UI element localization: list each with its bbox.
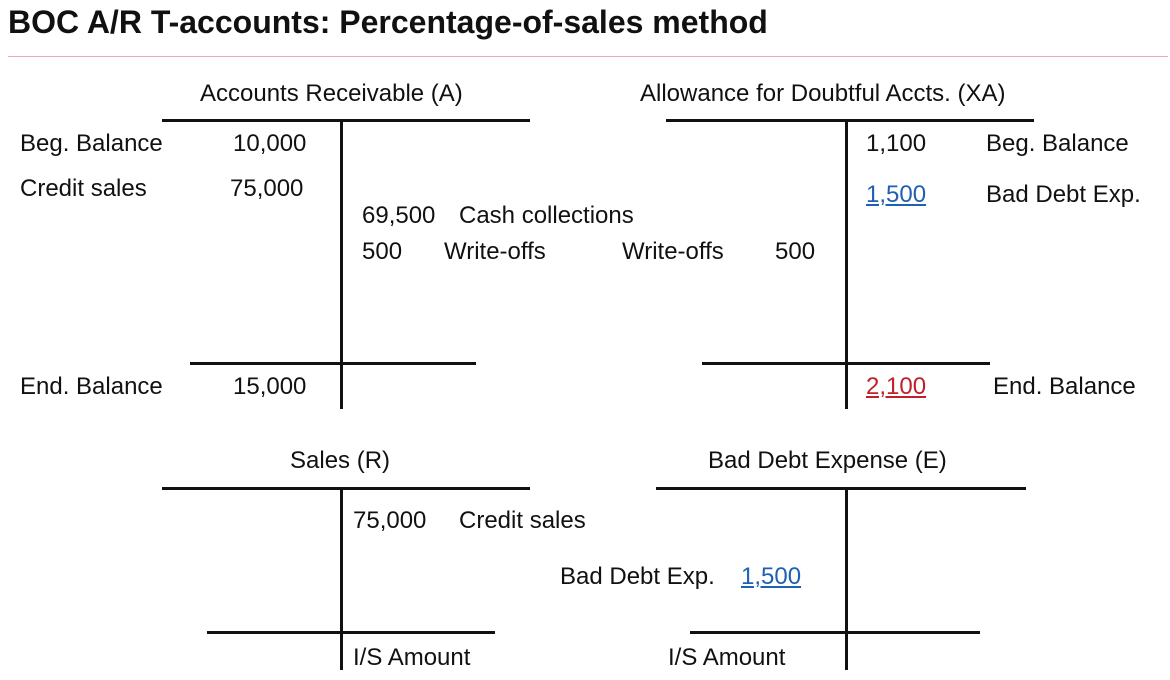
sales-center-rule — [340, 487, 343, 670]
xa-end-label: End. Balance — [993, 373, 1136, 400]
ar-credit-label: Credit sales — [20, 175, 147, 202]
sales-credit-value: 75,000 — [353, 507, 427, 534]
xa-bad-debt-value: 1,500 — [866, 181, 927, 208]
sales-bottom-rule — [207, 631, 495, 634]
xa-center-rule — [845, 119, 848, 409]
xa-bottom-rule — [702, 362, 990, 365]
ar-end-label: End. Balance — [20, 373, 163, 400]
bde-bottom-rule — [690, 631, 980, 634]
ar-writeoff-label: Write-offs — [444, 238, 546, 265]
xa-header: Allowance for Doubtful Accts. (XA) — [640, 80, 1006, 107]
sales-is-label: I/S Amount — [353, 644, 471, 671]
ar-beg-value: 10,000 — [233, 130, 307, 157]
sales-top-rule — [162, 487, 530, 490]
title-divider — [8, 56, 1168, 57]
ar-center-rule — [340, 119, 343, 409]
bde-is-label: I/S Amount — [668, 644, 786, 671]
xa-writeoff-label: Write-offs — [622, 238, 724, 265]
xa-top-rule — [666, 119, 1034, 122]
bde-top-rule — [656, 487, 1026, 490]
bde-header: Bad Debt Expense (E) — [708, 447, 947, 474]
page-title: BOC A/R T-accounts: Percentage-of-sales … — [8, 4, 768, 40]
xa-writeoff-value: 500 — [775, 238, 816, 265]
xa-beg-value: 1,100 — [866, 130, 927, 157]
bde-entry-label: Bad Debt Exp. — [560, 563, 715, 590]
sales-header: Sales (R) — [290, 447, 391, 474]
ar-cash-label: Cash collections — [459, 202, 634, 229]
ar-end-value: 15,000 — [233, 373, 307, 400]
ar-writeoff-value: 500 — [362, 238, 403, 265]
sales-credit-label: Credit sales — [459, 507, 586, 534]
ar-cash-value: 69,500 — [362, 202, 436, 229]
ar-top-rule — [162, 119, 530, 122]
xa-end-value: 2,100 — [866, 373, 927, 400]
xa-beg-label: Beg. Balance — [986, 130, 1129, 157]
bde-entry-value: 1,500 — [741, 563, 802, 590]
bde-center-rule — [845, 487, 848, 670]
ar-beg-label: Beg. Balance — [20, 130, 163, 157]
ar-credit-value: 75,000 — [230, 175, 304, 202]
xa-bad-debt-label: Bad Debt Exp. — [986, 181, 1141, 208]
ar-bottom-rule — [190, 362, 476, 365]
ar-header: Accounts Receivable (A) — [200, 80, 463, 107]
